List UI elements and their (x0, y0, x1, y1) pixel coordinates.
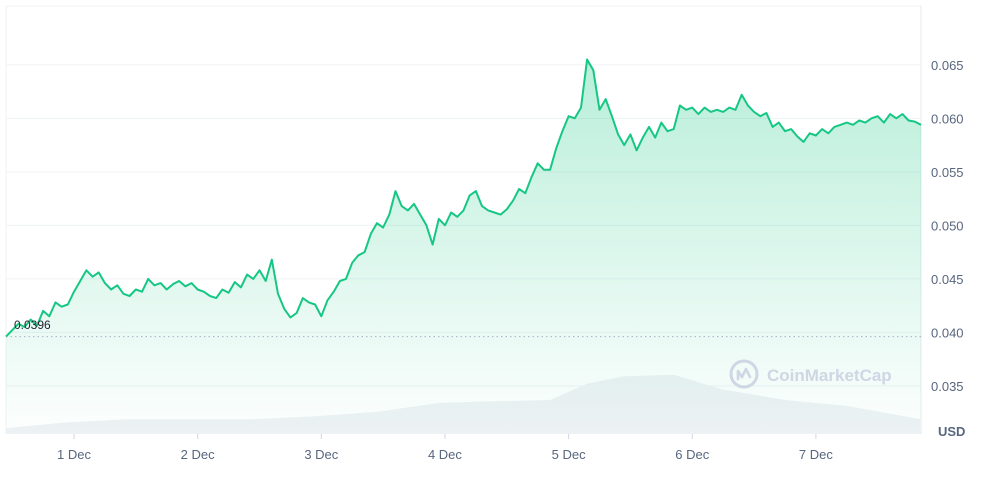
watermark: CoinMarketCap (729, 359, 892, 389)
x-axis: 1 Dec 2 Dec 3 Dec 4 Dec 5 Dec 6 Dec 7 Dec (57, 434, 833, 462)
x-tick-label: 6 Dec (675, 447, 709, 462)
y-tick-label: 0.055 (931, 165, 964, 180)
x-tick-label: 1 Dec (57, 447, 91, 462)
y-tick-label: 0.050 (931, 218, 964, 233)
x-tick-label: 2 Dec (181, 447, 215, 462)
price-area (6, 59, 921, 434)
x-tick-label: 4 Dec (428, 447, 462, 462)
x-tick-label: 5 Dec (552, 447, 586, 462)
price-area-fill (6, 59, 921, 434)
price-line (5, 58, 922, 338)
x-tick-label: 7 Dec (799, 447, 833, 462)
y-tick-label: 0.065 (931, 58, 964, 73)
watermark-text: CoinMarketCap (767, 366, 892, 385)
x-tick-label: 3 Dec (304, 447, 338, 462)
y-axis: 0.065 0.060 0.055 0.050 0.045 0.040 0.035 (931, 58, 964, 394)
y-tick-label: 0.045 (931, 272, 964, 287)
price-line-path (5, 58, 922, 338)
coinmarketcap-logo-icon (729, 359, 759, 389)
baseline-label: 0.0396 (14, 318, 51, 332)
currency-label: USD (938, 424, 965, 439)
y-tick-label: 0.040 (931, 325, 964, 340)
y-tick-label: 0.060 (931, 111, 964, 126)
y-tick-label: 0.035 (931, 379, 964, 394)
